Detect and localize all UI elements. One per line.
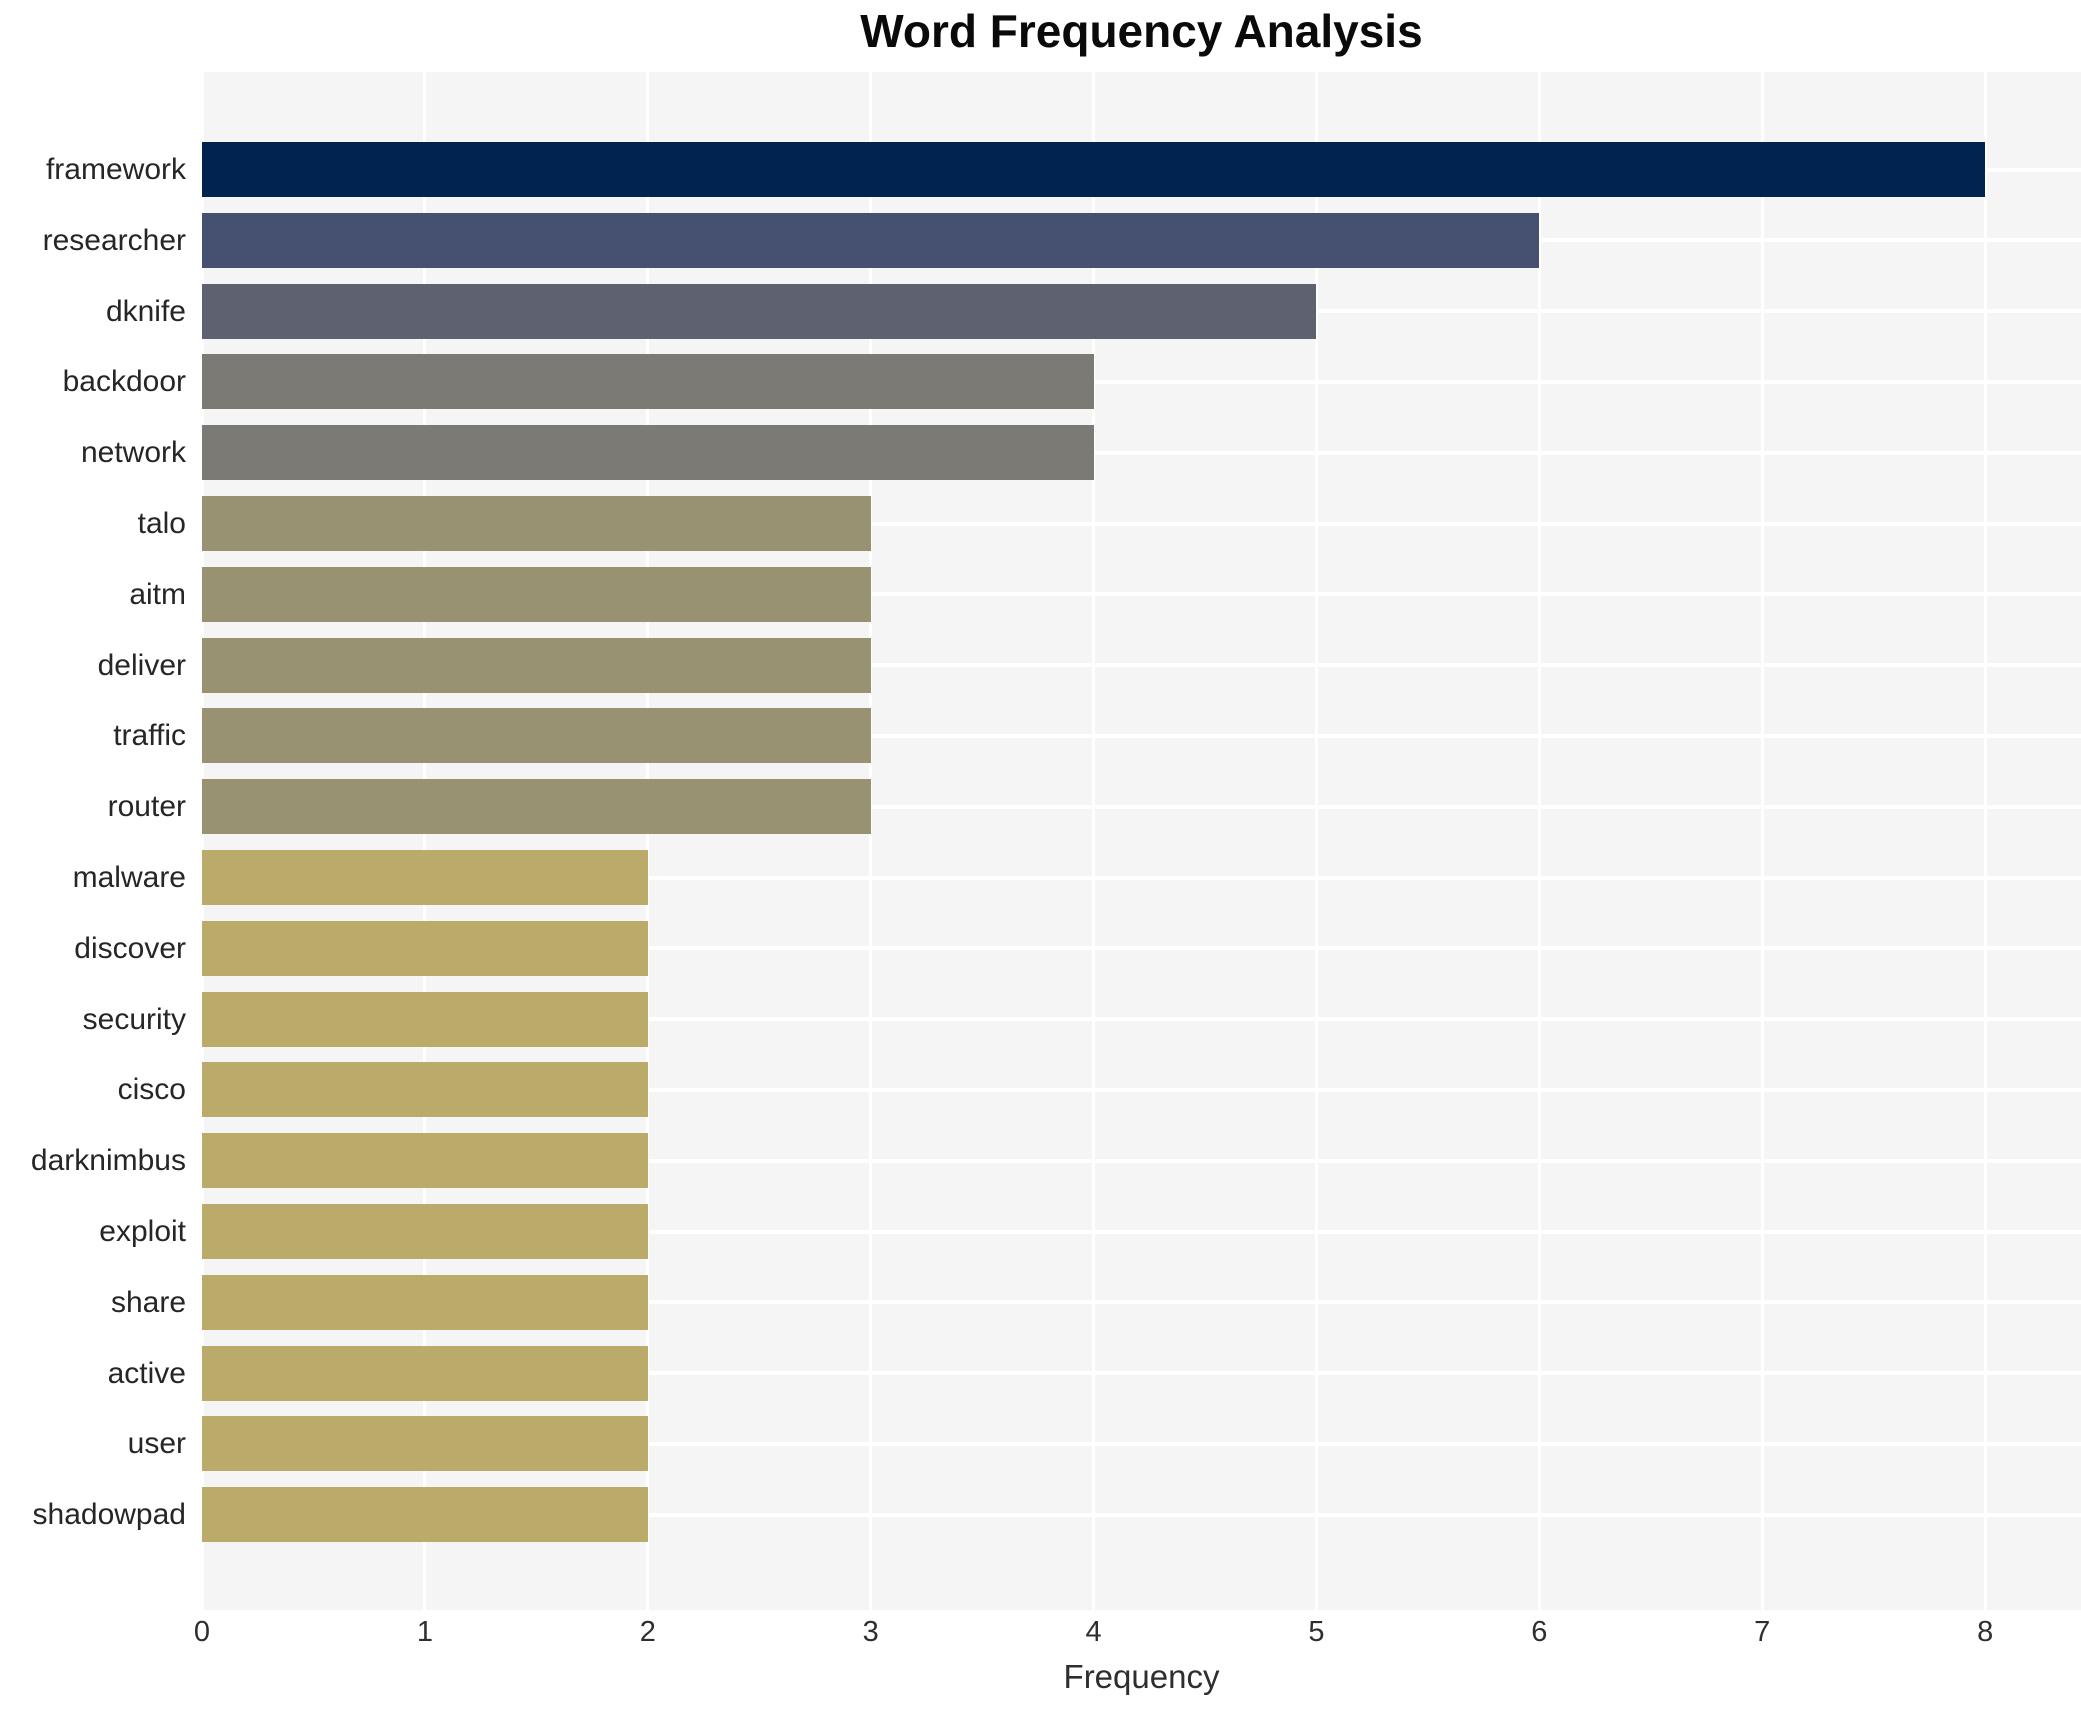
y-label-malware: malware xyxy=(72,861,186,894)
bar-network xyxy=(202,425,1094,481)
y-label-cisco: cisco xyxy=(117,1073,186,1107)
y-label-talo: talo xyxy=(137,507,186,540)
v-gridline-7 xyxy=(1760,72,1764,1610)
y-label-active: active xyxy=(107,1356,186,1390)
x-tick-3: 3 xyxy=(862,1616,879,1648)
bar-aitm xyxy=(202,566,871,622)
v-gridline-6 xyxy=(1537,72,1541,1610)
h-gridline xyxy=(202,521,2081,526)
y-label-shadowpad: shadowpad xyxy=(32,1498,186,1532)
h-gridline xyxy=(202,1441,2081,1446)
y-label-aitm: aitm xyxy=(129,577,186,611)
x-tick-2: 2 xyxy=(639,1616,656,1648)
y-label-backdoor: backdoor xyxy=(62,365,186,399)
x-tick-1: 1 xyxy=(416,1616,433,1648)
x-axis-title: Frequency xyxy=(1063,1658,1220,1695)
h-gridline xyxy=(202,1017,2081,1022)
bar-framework xyxy=(202,142,1986,197)
x-tick-6: 6 xyxy=(1531,1616,1548,1648)
h-gridline xyxy=(202,804,2081,809)
h-gridline xyxy=(202,1229,2081,1234)
v-gridline-3 xyxy=(869,72,873,1610)
bar-security xyxy=(202,991,648,1047)
v-gridline-1 xyxy=(423,72,427,1610)
bar-deliver xyxy=(202,637,871,693)
h-gridline xyxy=(202,946,2081,951)
bar-talo xyxy=(202,496,871,551)
v-gridline-8 xyxy=(1983,72,1987,1610)
bar-researcher xyxy=(202,212,1540,268)
y-label-exploit: exploit xyxy=(99,1215,186,1248)
bar-backdoor xyxy=(202,354,1094,410)
y-label-security: security xyxy=(82,1002,186,1036)
bar-malware xyxy=(202,850,648,905)
bar-traffic xyxy=(202,708,871,764)
bar-share xyxy=(202,1274,648,1330)
bar-shadowpad xyxy=(202,1487,648,1543)
h-gridline xyxy=(202,875,2081,880)
x-tick-4: 4 xyxy=(1085,1616,1102,1648)
y-label-framework: framework xyxy=(45,153,186,186)
bar-user xyxy=(202,1416,648,1472)
h-gridline xyxy=(202,1158,2081,1163)
h-gridline xyxy=(202,1087,2081,1092)
h-gridline xyxy=(202,1371,2081,1376)
y-label-deliver: deliver xyxy=(97,648,186,682)
h-gridline xyxy=(202,1300,2081,1305)
x-tick-7: 7 xyxy=(1754,1616,1771,1648)
v-gridline-0 xyxy=(200,72,204,1610)
v-gridline-5 xyxy=(1314,72,1318,1610)
chart-title: Word Frequency Analysis xyxy=(860,5,1423,57)
y-label-darknimbus: darknimbus xyxy=(30,1144,186,1178)
v-gridline-2 xyxy=(646,72,650,1610)
bar-cisco xyxy=(202,1062,648,1118)
h-gridline xyxy=(202,592,2081,597)
bar-exploit xyxy=(202,1204,648,1259)
y-label-dknife: dknife xyxy=(105,294,186,328)
x-tick-8: 8 xyxy=(1977,1616,1994,1648)
h-gridline xyxy=(202,1512,2081,1517)
h-gridline xyxy=(202,450,2081,455)
h-gridline xyxy=(202,379,2081,384)
bar-active xyxy=(202,1345,648,1401)
y-label-researcher: researcher xyxy=(42,223,186,257)
plot-panel xyxy=(200,72,2081,1610)
x-tick-0: 0 xyxy=(193,1616,211,1648)
h-gridline xyxy=(202,663,2081,668)
y-label-share: share xyxy=(110,1285,186,1319)
y-label-network: network xyxy=(80,436,186,470)
h-gridline xyxy=(202,733,2081,738)
y-label-router: router xyxy=(107,790,186,824)
y-label-user: user xyxy=(127,1427,186,1461)
bar-discover xyxy=(202,920,648,976)
y-label-discover: discover xyxy=(74,931,186,965)
x-tick-5: 5 xyxy=(1308,1616,1325,1648)
bar-darknimbus xyxy=(202,1133,648,1189)
y-label-traffic: traffic xyxy=(113,719,186,753)
bar-router xyxy=(202,779,871,835)
bar-dknife xyxy=(202,283,1317,339)
v-gridline-4 xyxy=(1092,72,1096,1610)
